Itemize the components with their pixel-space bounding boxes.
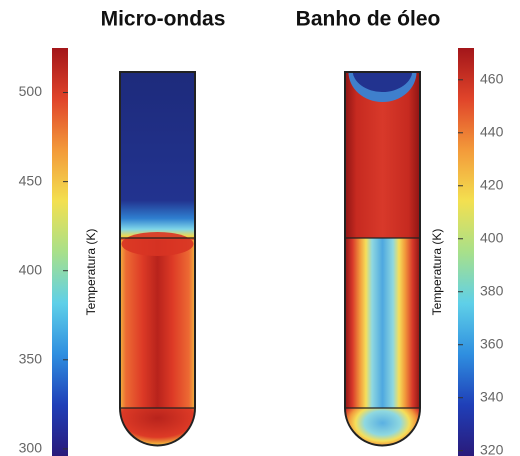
colorbar-tick-label: 400 [480,229,504,245]
colorbar-tick-label: 450 [19,172,43,188]
heatmap-image [345,42,420,456]
heatmap-image [110,60,205,456]
colorbar-tick-label: 440 [480,123,504,139]
colorbar [52,48,68,456]
colorbar-tick-label: 300 [19,440,43,456]
colorbar-label: Temperatura (K) [84,229,98,316]
chart-title: Banho de óleo [296,8,441,31]
colorbar-tick-label: 340 [480,388,504,404]
chart-title: Micro-ondas [101,8,226,31]
colorbar-tick-label: 420 [480,176,504,192]
colorbar-tick-label: 360 [480,335,504,351]
colorbar-tick-label: 500 [19,83,43,99]
figure: Micro-ondas 300 350 400 450 500 Temperatura (K… [0,0,520,456]
colorbar-tick-label: 460 [480,70,504,86]
colorbar-tick-label: 380 [480,282,504,298]
colorbar-tick-label: 400 [19,261,43,277]
colorbar-label: Temperatura (K) [430,229,444,316]
colorbar-tick-label: 320 [480,441,504,456]
colorbar [458,48,474,456]
colorbar-tick-label: 350 [19,350,43,366]
